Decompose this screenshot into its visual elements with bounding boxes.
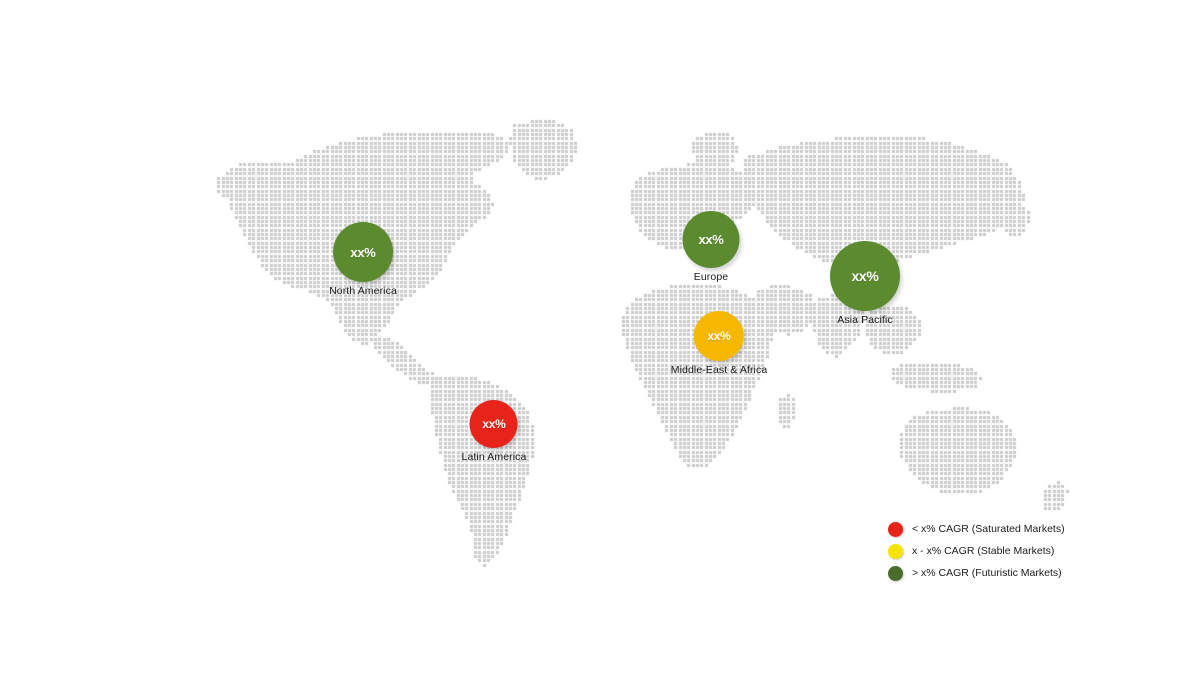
bubble-value-latin-america: xx% xyxy=(482,417,506,431)
legend-text-futuristic: > x% CAGR (Futuristic Markets) xyxy=(912,567,1062,579)
legend-dot-stable-icon xyxy=(888,543,903,559)
bubble-circle-latin-america[interactable]: xx% xyxy=(469,400,518,448)
bubble-label-latin-america: Latin America xyxy=(461,451,527,463)
bubble-value-asia-pacific: xx% xyxy=(851,268,879,284)
legend-dot-saturated-icon xyxy=(888,521,903,537)
bubble-label-north-america: North America xyxy=(329,285,397,297)
bubble-value-europe: xx% xyxy=(698,232,724,247)
bubble-value-middle-east-africa: xx% xyxy=(707,329,731,343)
bubble-circle-europe[interactable]: xx% xyxy=(682,211,740,268)
legend-item-futuristic: > x% CAGR (Futuristic Markets) xyxy=(888,562,1065,584)
bubble-circle-asia-pacific[interactable]: xx% xyxy=(830,241,900,311)
region-bubble-middle-east-africa[interactable]: xx% Middle-East & Africa xyxy=(671,311,768,376)
bubble-circle-north-america[interactable]: xx% xyxy=(332,222,393,282)
legend-item-stable: x - x% CAGR (Stable Markets) xyxy=(888,540,1065,562)
bubble-label-middle-east-africa: Middle-East & Africa xyxy=(670,364,768,376)
bubble-label-asia-pacific: Asia Pacific xyxy=(837,314,893,326)
region-bubble-europe[interactable]: xx% Europe xyxy=(682,211,740,283)
bubble-circle-middle-east-africa[interactable]: xx% xyxy=(693,311,744,361)
legend: < x% CAGR (Saturated Markets) x - x% CAGR… xyxy=(888,518,1065,584)
bubble-value-north-america: xx% xyxy=(350,244,376,260)
region-bubble-north-america[interactable]: xx% North America xyxy=(329,222,397,297)
region-bubble-latin-america[interactable]: xx% Latin America xyxy=(462,400,527,463)
bubble-label-europe: Europe xyxy=(693,271,729,283)
legend-text-stable: x - x% CAGR (Stable Markets) xyxy=(912,545,1055,557)
legend-text-saturated: < x% CAGR (Saturated Markets) xyxy=(912,523,1065,535)
region-bubble-asia-pacific[interactable]: xx% Asia Pacific xyxy=(830,241,900,326)
legend-item-saturated: < x% CAGR (Saturated Markets) xyxy=(888,518,1065,540)
legend-dot-futuristic-icon xyxy=(888,565,903,581)
